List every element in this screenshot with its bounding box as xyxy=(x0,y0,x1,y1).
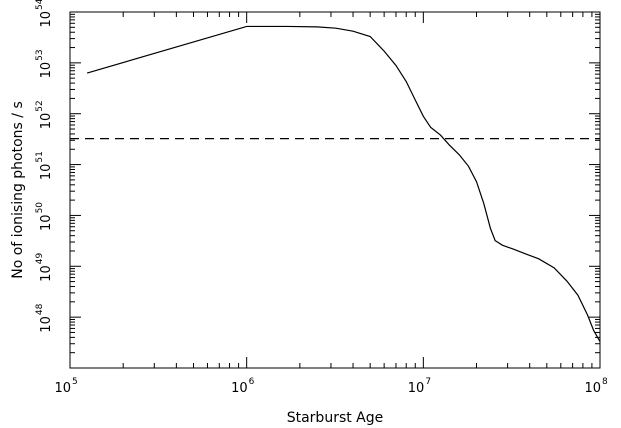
x-tick-label-exponent: 5 xyxy=(72,377,78,387)
axis-ticks xyxy=(69,11,601,369)
y-tick-label-exponent: 49 xyxy=(35,253,45,265)
x-tick-label-base: 10 xyxy=(408,381,425,396)
x-tick-label-exponent: 6 xyxy=(249,377,255,387)
x-tick-label-base: 10 xyxy=(584,381,601,396)
y-tick-label-exponent: 54 xyxy=(35,0,45,10)
y-tick-label-base: 10 xyxy=(39,113,54,130)
y-tick-label-base: 10 xyxy=(39,265,54,282)
x-tick-label-exponent: 7 xyxy=(425,377,431,387)
x-tick-label-base: 10 xyxy=(231,381,248,396)
y-tick-label-base: 10 xyxy=(39,62,54,79)
y-tick-label-exponent: 51 xyxy=(35,151,45,162)
y-tick-label-base: 10 xyxy=(39,316,54,333)
series-group xyxy=(70,25,601,342)
x-axis-label: Starburst Age xyxy=(287,410,384,426)
y-tick-label-base: 10 xyxy=(39,164,54,181)
y-tick-label-exponent: 48 xyxy=(35,303,45,315)
y-tick-label-exponent: 52 xyxy=(35,100,45,111)
y-tick-label-exponent: 53 xyxy=(35,49,45,60)
y-tick-label-base: 10 xyxy=(39,11,54,28)
y-tick-label-base: 10 xyxy=(39,214,54,231)
x-tick-labels: 10 5 10 6 10 7 10 8 xyxy=(54,377,608,396)
y-axis-label: No of ionising photons / s xyxy=(10,101,26,279)
x-tick-label-base: 10 xyxy=(54,381,71,396)
x-tick-label-exponent: 8 xyxy=(602,377,608,387)
y-tick-label-exponent: 50 xyxy=(35,202,45,214)
photon-rate-line xyxy=(86,25,601,342)
plot-frame xyxy=(69,11,601,369)
